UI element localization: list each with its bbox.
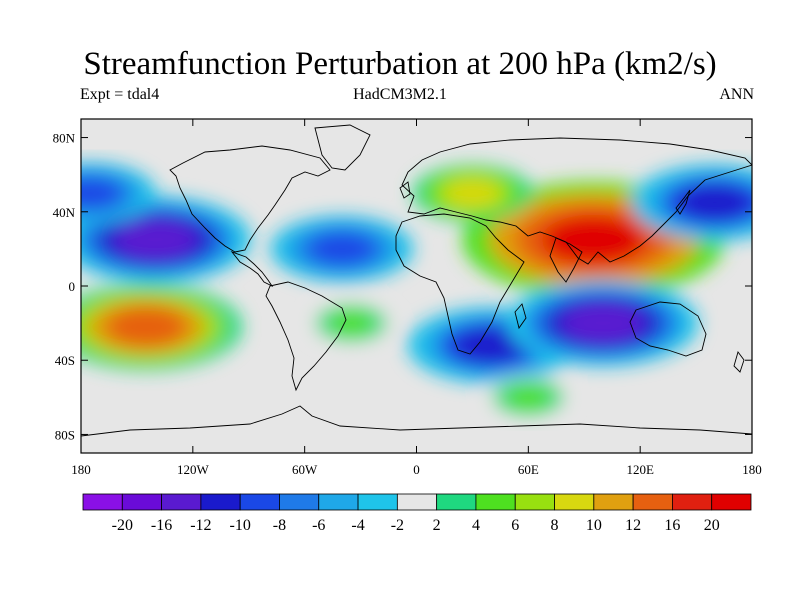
field-blob <box>105 306 187 347</box>
coast-australia <box>629 301 707 357</box>
y-tick-label: 40N <box>53 205 76 220</box>
field-blobs <box>81 162 752 418</box>
coast-south-america <box>265 281 347 392</box>
colorbar-label: -2 <box>391 517 404 534</box>
x-tick-label: 120W <box>177 462 210 477</box>
field-blob <box>444 178 501 209</box>
field-blob <box>541 214 647 265</box>
coast-new-zealand <box>733 351 745 373</box>
field-blob <box>81 177 121 209</box>
colorbar-swatch <box>318 493 359 511</box>
colorbar-label: 10 <box>586 517 602 534</box>
colorbar-swatch <box>632 493 673 511</box>
colorbar-label: 6 <box>511 517 519 534</box>
experiment-label: Expt = tdal4 <box>80 86 160 103</box>
colorbar-label: -6 <box>312 517 325 534</box>
colorbar-swatch <box>711 493 752 511</box>
field-blob <box>506 385 551 410</box>
colorbar-swatch <box>396 493 438 511</box>
coast-eurasia <box>401 137 752 265</box>
colorbar-swatch <box>121 493 162 511</box>
coastlines <box>81 124 752 437</box>
model-label: HadCM3M2.1 <box>353 86 447 103</box>
y-tick-label: 80N <box>53 131 76 146</box>
season-label: ANN <box>719 86 754 103</box>
coast-africa <box>395 213 525 355</box>
streamfunction-field <box>81 162 752 418</box>
x-tick-label: 180 <box>71 462 91 477</box>
field-blob <box>678 184 752 221</box>
colorbar-swatch <box>357 493 398 511</box>
colorbar-label: -20 <box>112 517 133 534</box>
colorbar-swatch <box>161 493 202 511</box>
colorbar-swatch <box>672 493 713 511</box>
colorbar-label: -12 <box>190 517 211 534</box>
colorbar-swatch <box>475 493 516 511</box>
coast-antarctica <box>81 405 752 437</box>
chart-title: Streamfunction Perturbation at 200 hPa (… <box>83 46 717 82</box>
colorbar-label: 20 <box>704 517 720 534</box>
colorbar-swatch <box>279 493 320 511</box>
x-tick-label: 0 <box>413 462 420 477</box>
coast-uk <box>399 181 411 199</box>
colorbar-swatch <box>436 493 477 511</box>
colorbar-swatch <box>514 493 555 511</box>
field-blob <box>329 310 374 336</box>
colorbar-label: 16 <box>664 517 680 534</box>
y-tick-label: 80S <box>55 427 75 442</box>
field-blob <box>562 303 644 344</box>
colorbar-swatch <box>239 493 280 511</box>
colorbar-label: -4 <box>351 517 364 534</box>
colorbar-label: 8 <box>551 517 559 534</box>
y-tick-label: 0 <box>69 279 76 294</box>
coast-madagascar <box>514 303 527 330</box>
x-tick-label: 120E <box>626 462 654 477</box>
colorbar-label: -10 <box>230 517 251 534</box>
map-axes: 180 120W 60W 0 60E 120E 180 80N 40N 0 40S 80S <box>53 119 762 477</box>
colorbar-label: -8 <box>273 517 286 534</box>
coast-greenland <box>314 124 371 171</box>
coast-north-america <box>169 145 331 253</box>
colorbar-swatch <box>593 493 634 511</box>
field-blob <box>454 327 528 364</box>
coast-india <box>549 237 583 283</box>
colorbar-label: -16 <box>151 517 172 534</box>
x-tick-label: 60W <box>292 462 318 477</box>
x-tick-label: 60E <box>518 462 539 477</box>
colorbar: -20 -16 -12 -10 -8 -6 -4 -2 2 4 6 8 10 12 16 20 <box>82 493 752 534</box>
coast-japan <box>675 189 691 215</box>
y-tick-label: 40S <box>55 353 75 368</box>
colorbar-label: 12 <box>625 517 641 534</box>
colorbar-label: 2 <box>433 517 441 534</box>
colorbar-swatch <box>554 493 595 511</box>
field-blob <box>309 232 375 266</box>
field-blob <box>115 219 196 260</box>
colorbar-swatch <box>200 493 241 511</box>
colorbar-label: 4 <box>472 517 480 534</box>
x-tick-label: 180 <box>742 462 762 477</box>
colorbar-swatch <box>82 493 123 511</box>
